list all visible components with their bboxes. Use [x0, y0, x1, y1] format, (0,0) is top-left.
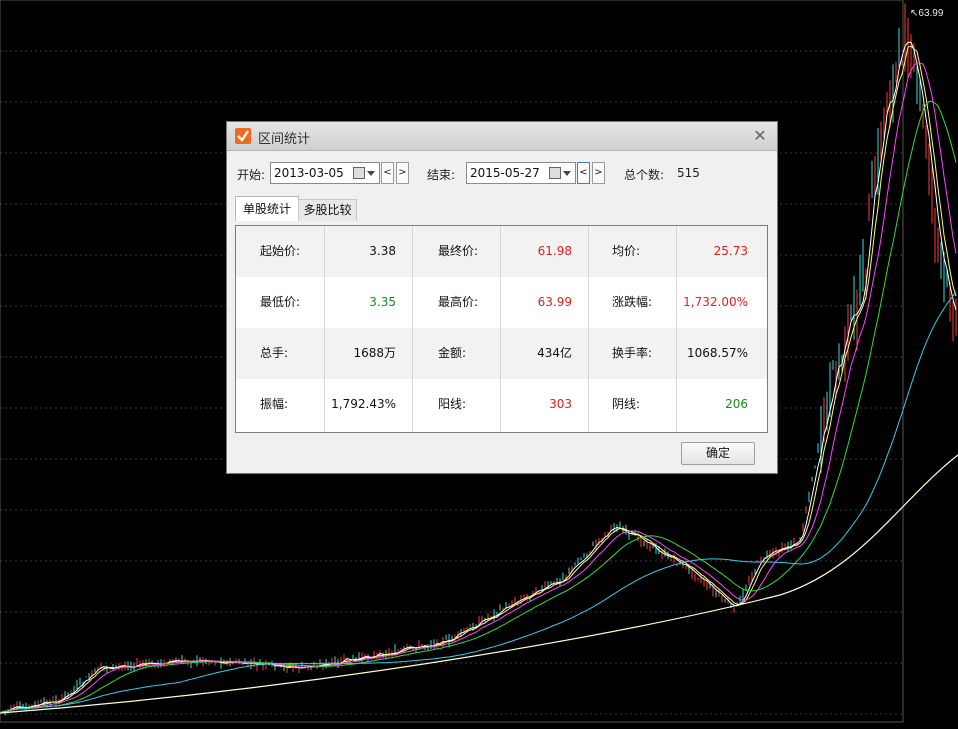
stat-value: 303 — [549, 397, 572, 411]
peak-price-label: ↖63.99 — [910, 8, 944, 19]
stat-value: 1068.57% — [686, 346, 748, 360]
moving-average-line — [1, 100, 957, 713]
stat-label: 阴线: — [612, 397, 641, 411]
column-divider — [500, 226, 501, 432]
stat-value: 1,732.00% — [683, 295, 748, 309]
stat-value: 3.38 — [369, 244, 396, 258]
close-icon[interactable]: ✕ — [753, 126, 767, 145]
peak-price-value: 63.99 — [918, 8, 944, 19]
stat-value: 63.99 — [537, 295, 572, 309]
end-date-value[interactable]: 2015-05-27 — [470, 166, 540, 180]
end-label: 结束: — [427, 168, 456, 182]
moving-average-line — [1, 291, 957, 713]
stat-label: 阳线: — [438, 397, 467, 411]
stat-value: 61.98 — [537, 244, 572, 258]
end-date-picker[interactable]: 2015-05-27 — [466, 162, 576, 184]
calendar-icon[interactable] — [549, 167, 561, 179]
total-count-value: 515 — [677, 166, 700, 180]
stat-label: 金额: — [438, 346, 467, 360]
moving-average-line — [1, 62, 957, 713]
end-next-button[interactable]: > — [592, 162, 605, 184]
moving-average-lines — [0, 41, 958, 714]
interval-stats-dialog: 区间统计 ✕ 开始: 2013-03-05 < > 结束: 2015-05-27… — [226, 121, 778, 474]
stat-value: 3.35 — [369, 295, 396, 309]
stat-value: 434亿 — [537, 346, 572, 360]
column-divider — [412, 226, 413, 432]
column-divider — [588, 226, 589, 432]
ok-button[interactable]: 确定 — [681, 442, 755, 465]
stat-label: 起始价: — [260, 244, 301, 258]
stat-value: 1,792.43% — [331, 397, 396, 411]
column-divider — [324, 226, 325, 432]
long-term-average-line — [0, 454, 958, 714]
start-date-value[interactable]: 2013-03-05 — [274, 166, 344, 180]
stat-label: 均价: — [612, 244, 641, 258]
stats-table: 起始价: 3.38 最终价: 61.98 均价: 25.73 最低价: 3.35 最高价: 63.… — [235, 225, 768, 433]
stat-label: 涨跌幅: — [612, 295, 653, 309]
start-date-picker[interactable]: 2013-03-05 — [270, 162, 380, 184]
tab-single-stock[interactable]: 单股统计 — [235, 196, 299, 221]
total-count-label: 总个数: — [624, 168, 665, 182]
stat-label: 最低价: — [260, 295, 301, 309]
stat-label: 换手率: — [612, 346, 653, 360]
tab-multi-stock-compare[interactable]: 多股比较 — [298, 199, 357, 221]
chevron-down-icon[interactable] — [367, 171, 375, 176]
dialog-title: 区间统计 — [258, 132, 311, 147]
start-next-button[interactable]: > — [396, 162, 409, 184]
stat-label: 最终价: — [438, 244, 479, 258]
end-prev-button[interactable]: < — [577, 162, 590, 184]
stat-label: 振幅: — [260, 397, 289, 411]
stat-value: 1688万 — [353, 346, 396, 360]
stat-value: 206 — [725, 397, 748, 411]
chart-frame — [0, 0, 904, 723]
column-divider — [676, 226, 677, 432]
chevron-down-icon[interactable] — [563, 171, 571, 176]
dialog-titlebar[interactable]: 区间统计 ✕ — [227, 122, 777, 151]
stat-value: 25.73 — [713, 244, 748, 258]
start-prev-button[interactable]: < — [381, 162, 394, 184]
checkmark-icon — [235, 128, 251, 144]
stat-label: 总手: — [260, 346, 289, 360]
calendar-icon[interactable] — [353, 167, 365, 179]
close-button[interactable]: ✕ — [750, 126, 770, 146]
stat-label: 最高价: — [438, 295, 479, 309]
start-label: 开始: — [237, 168, 266, 182]
